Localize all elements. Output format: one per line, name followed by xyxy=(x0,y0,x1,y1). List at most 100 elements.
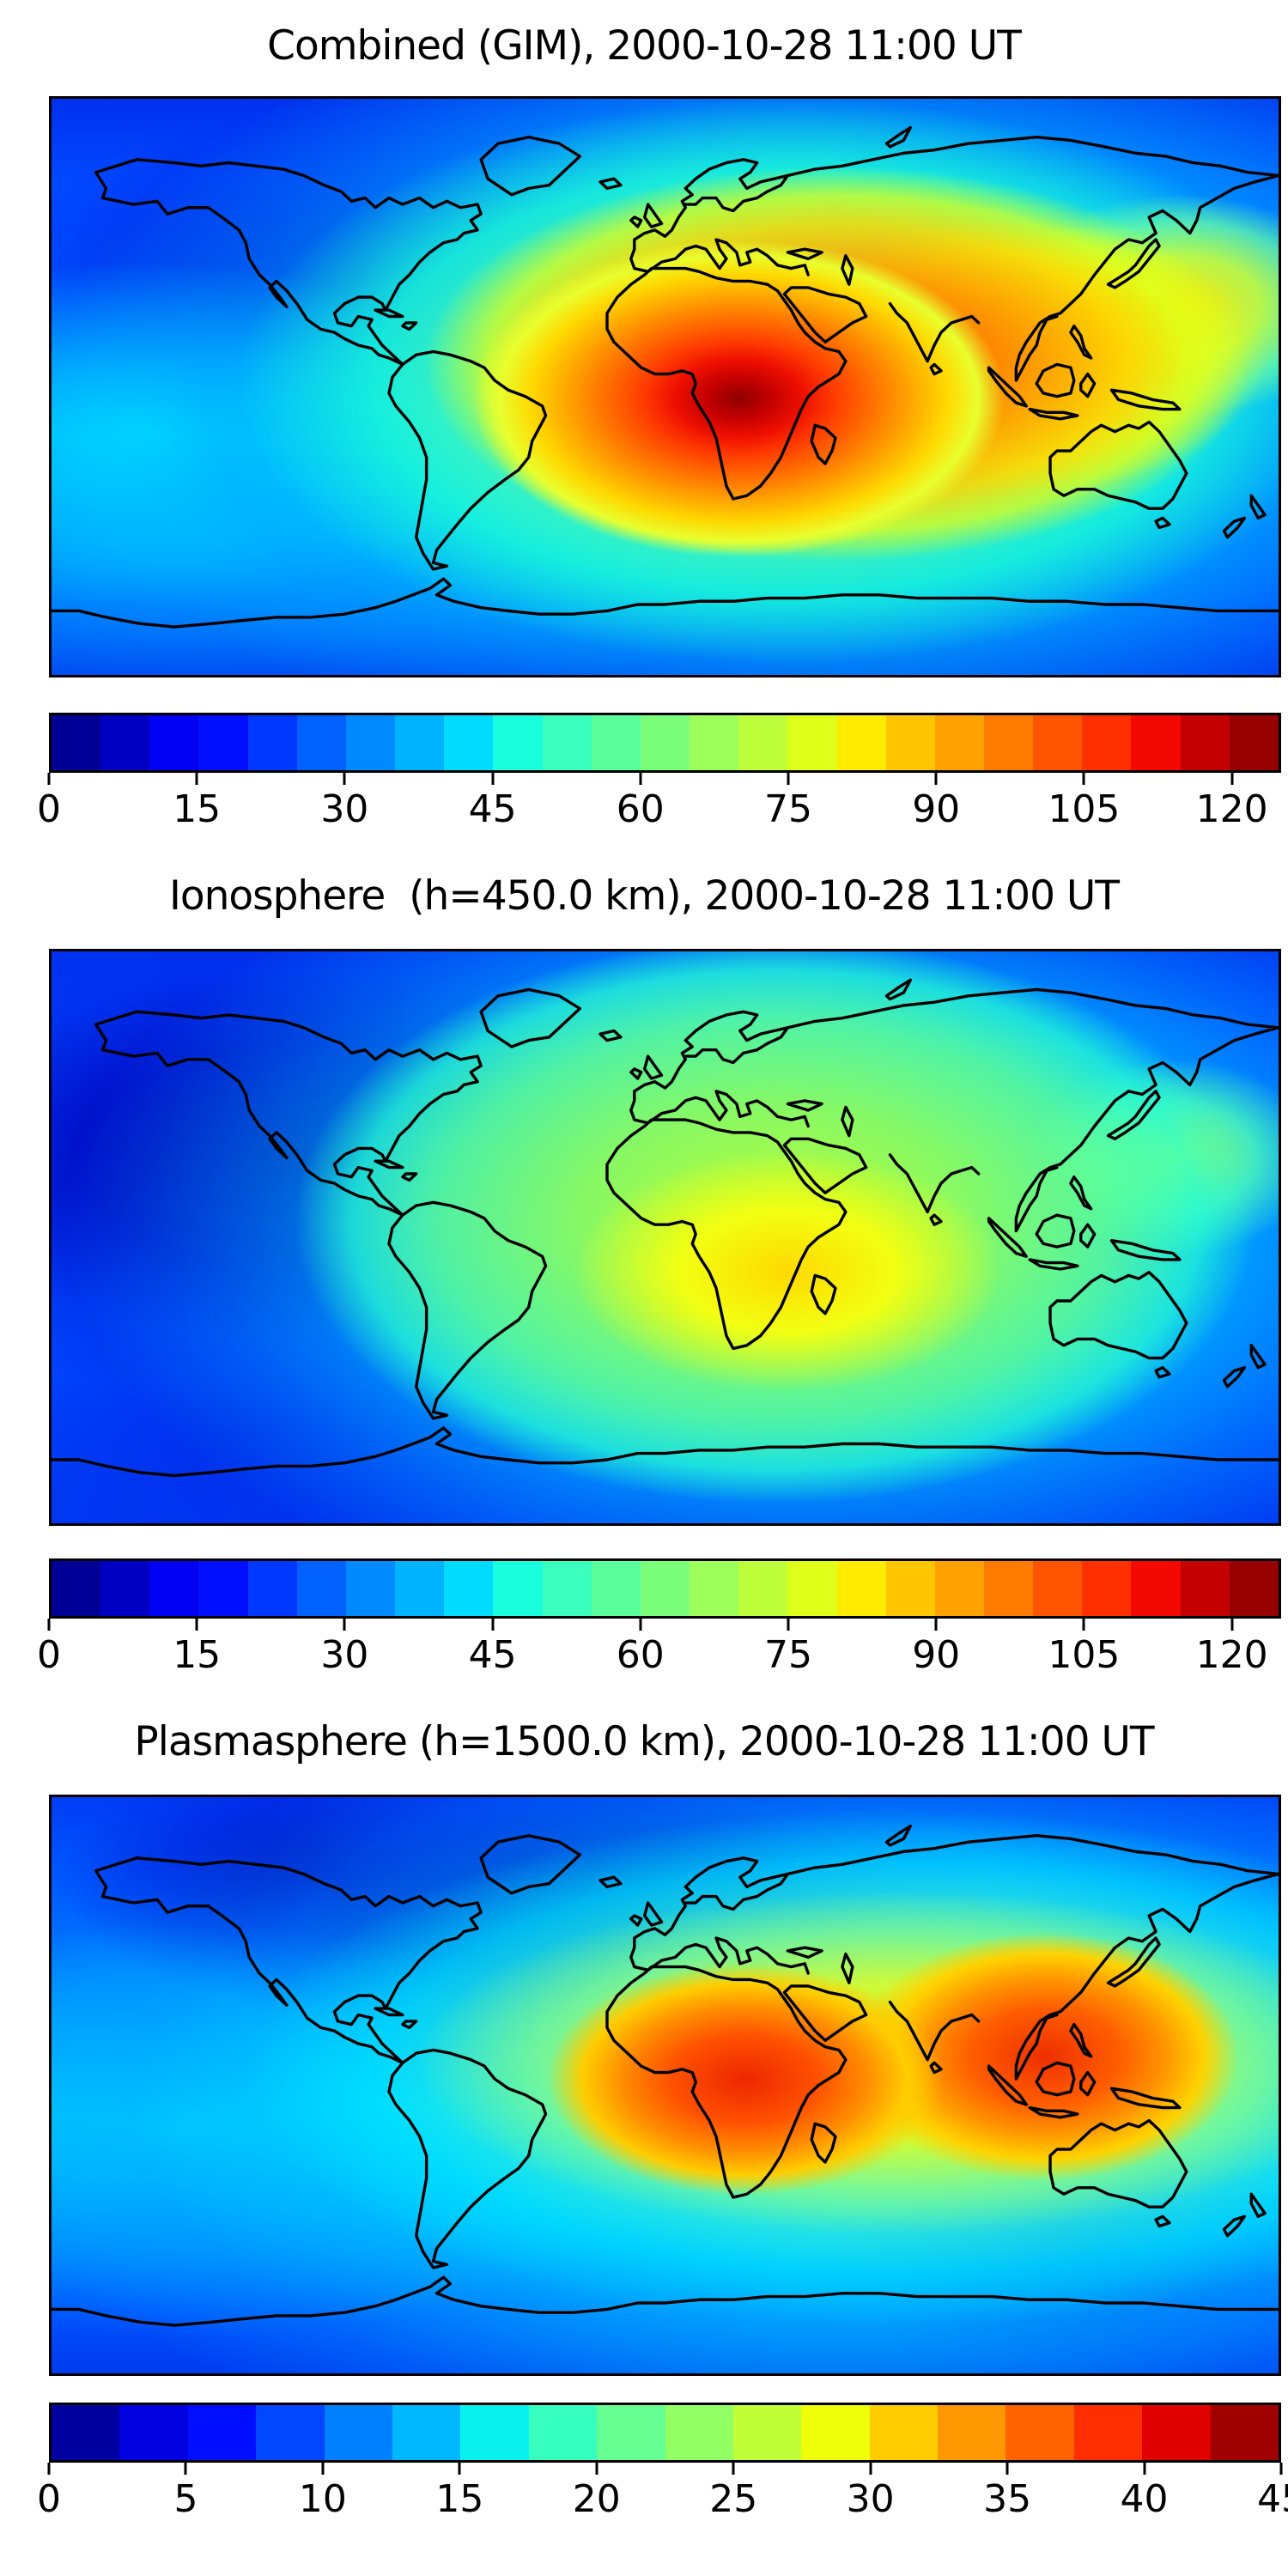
colorbar-segment xyxy=(247,715,297,770)
colorbar-tick xyxy=(595,2463,598,2475)
colorbar-tick-label: 75 xyxy=(764,787,812,831)
colorbar-tick-label: 0 xyxy=(37,1633,61,1677)
colorbar-segment xyxy=(1229,715,1279,770)
colorbar-segment xyxy=(640,715,690,770)
colorbar-tick xyxy=(1230,773,1234,785)
colorbar-tick xyxy=(934,1619,938,1631)
colorbar-segment xyxy=(665,2405,733,2460)
colorbar-tick-label: 10 xyxy=(298,2477,347,2521)
colorbar-segment xyxy=(738,715,788,770)
colorbar-tick xyxy=(1279,2463,1283,2475)
colorbar-tick-label: 60 xyxy=(616,787,665,831)
colorbar-segment xyxy=(597,2405,665,2460)
colorbar-tick-label: 20 xyxy=(572,2477,621,2521)
colorbar-segment xyxy=(100,1561,150,1616)
colorbar-segment xyxy=(542,1561,592,1616)
colorbar-tick-label: 0 xyxy=(37,787,61,831)
colorbar-tick xyxy=(195,1619,198,1631)
colorbar-tick xyxy=(491,773,495,785)
colorbar-tick xyxy=(47,2463,51,2475)
colorbar-tick-label: 15 xyxy=(173,787,222,831)
colorbar-segment xyxy=(1005,2405,1074,2460)
colorbar-segment xyxy=(690,715,739,770)
colorbar-segment xyxy=(296,715,346,770)
colorbar-segment xyxy=(983,1561,1034,1616)
colorbar-segment xyxy=(149,715,199,770)
colorbar-segment xyxy=(444,1561,494,1616)
colorbar-tick-label: 0 xyxy=(37,2477,61,2521)
colorbar-segment xyxy=(1131,1561,1181,1616)
colorbar-segment xyxy=(885,715,935,770)
coastlines-plasmasphere xyxy=(52,1797,1279,2373)
colorbar-tick xyxy=(47,1619,51,1631)
colorbar-segment xyxy=(542,715,592,770)
colorbar-segment xyxy=(1073,2405,1143,2460)
colorbar-tick xyxy=(343,1619,346,1631)
colorbar-tick xyxy=(934,773,938,785)
colorbar-tick-label: 30 xyxy=(320,1633,369,1677)
colorbar-segment xyxy=(296,1561,346,1616)
colorbar-segment xyxy=(256,2405,325,2460)
colorbar-tick-label: 35 xyxy=(983,2477,1032,2521)
colorbar-segment xyxy=(869,2405,939,2460)
world-coastline-path xyxy=(52,1826,1279,2326)
colorbar-tick-label: 45 xyxy=(468,1633,517,1677)
colorbar-plasmasphere xyxy=(49,2403,1281,2463)
colorbar-segment xyxy=(983,715,1034,770)
colorbar-segment xyxy=(444,715,494,770)
colorbar-segment xyxy=(52,1561,101,1616)
colorbar-segment xyxy=(1180,1561,1230,1616)
colorbar-segment xyxy=(493,715,543,770)
colorbar-labels-ionosphere: 0 15 30 45 60 75 90 105 120 xyxy=(37,1632,1281,1679)
panel-title-combined: Combined (GIM), 2000-10-28 11:00 UT xyxy=(267,22,1022,70)
colorbar-tick xyxy=(787,1619,790,1631)
colorbar-tick-label: 90 xyxy=(912,787,961,831)
colorbar-tick-label: 40 xyxy=(1120,2477,1169,2521)
colorbar-tick xyxy=(1230,1619,1234,1631)
colorbar-tick xyxy=(1143,2463,1146,2475)
colorbar-tick-label: 15 xyxy=(435,2477,484,2521)
colorbar-segment xyxy=(493,1561,543,1616)
colorbar-tick-label: 25 xyxy=(709,2477,758,2521)
colorbar-segment xyxy=(1210,2405,1279,2460)
colorbar-tick xyxy=(869,2463,872,2475)
colorbar-tick-label: 45 xyxy=(468,787,517,831)
world-coastline-path xyxy=(52,980,1279,1475)
colorbar-tick xyxy=(321,2463,325,2475)
colorbar-segment xyxy=(345,715,396,770)
colorbar-segment xyxy=(640,1561,690,1616)
colorbar-segment xyxy=(885,1561,935,1616)
colorbar-tick-label: 120 xyxy=(1195,1633,1268,1677)
colorbar-segment xyxy=(324,2405,392,2460)
colorbar-tick xyxy=(491,1619,495,1631)
coastlines-ionosphere xyxy=(52,951,1279,1523)
colorbar-segment xyxy=(460,2405,529,2460)
colorbar-segment xyxy=(52,715,101,770)
colorbar-segment xyxy=(149,1561,199,1616)
colorbar-segment xyxy=(52,2405,120,2460)
map-combined xyxy=(49,96,1281,677)
colorbar-segment xyxy=(100,715,150,770)
colorbar-segment xyxy=(528,2405,598,2460)
colorbar-tick-label: 5 xyxy=(173,2477,198,2521)
panel-title-ionosphere: Ionosphere (h=450.0 km), 2000-10-28 11:0… xyxy=(168,872,1120,920)
colorbar-segment xyxy=(395,1561,445,1616)
colorbar-ionosphere xyxy=(49,1558,1281,1619)
colorbar-segment xyxy=(836,715,886,770)
colorbar-segment xyxy=(787,715,837,770)
colorbar-tick-label: 105 xyxy=(1048,787,1121,831)
colorbar-tick xyxy=(1082,773,1085,785)
colorbar-tick-label: 30 xyxy=(320,787,369,831)
colorbar-segment xyxy=(345,1561,396,1616)
colorbar-tick-label: 30 xyxy=(846,2477,895,2521)
colorbar-tick xyxy=(732,2463,735,2475)
colorbar-segment xyxy=(1082,1561,1132,1616)
colorbar-segment xyxy=(801,2405,870,2460)
colorbar-segment xyxy=(187,2405,257,2460)
colorbar-segment xyxy=(938,2405,1006,2460)
colorbar-tick-label: 90 xyxy=(912,1633,961,1677)
colorbar-tick-label: 75 xyxy=(764,1633,812,1677)
colorbar-segment xyxy=(395,715,445,770)
colorbar-tick-label: 15 xyxy=(173,1633,222,1677)
world-coastline-path xyxy=(52,128,1279,628)
